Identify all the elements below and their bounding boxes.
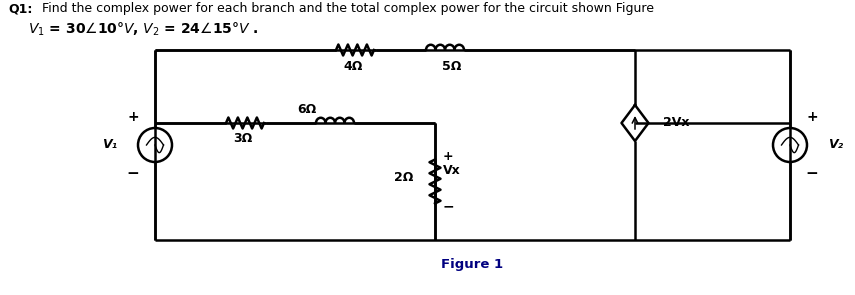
Text: 2Vx: 2Vx [663, 117, 689, 130]
Text: Figure 1: Figure 1 [441, 258, 504, 271]
Text: +: + [443, 150, 454, 163]
Text: 3Ω: 3Ω [233, 132, 252, 145]
Text: Find the complex power for each branch and the total complex power for the circu: Find the complex power for each branch a… [42, 2, 654, 15]
Text: 5Ω: 5Ω [442, 60, 462, 73]
Text: −: − [443, 199, 455, 214]
Text: 2Ω: 2Ω [393, 171, 413, 184]
Text: V₁: V₁ [102, 138, 117, 152]
Text: Vx: Vx [443, 163, 461, 176]
Text: 4Ω: 4Ω [344, 60, 363, 73]
Text: −: − [127, 165, 139, 181]
Text: +: + [127, 110, 139, 124]
Text: V₂: V₂ [828, 138, 843, 152]
Text: $\mathit{V_1}$ = 30$\angle$10°$\mathit{V}$, $\mathit{V_2}$ = 24$\angle$15°$\math: $\mathit{V_1}$ = 30$\angle$10°$\mathit{V… [28, 21, 258, 38]
Text: Q1:: Q1: [8, 2, 32, 15]
Text: −: − [805, 165, 818, 181]
Text: +: + [806, 110, 818, 124]
Text: 6Ω: 6Ω [298, 103, 316, 116]
